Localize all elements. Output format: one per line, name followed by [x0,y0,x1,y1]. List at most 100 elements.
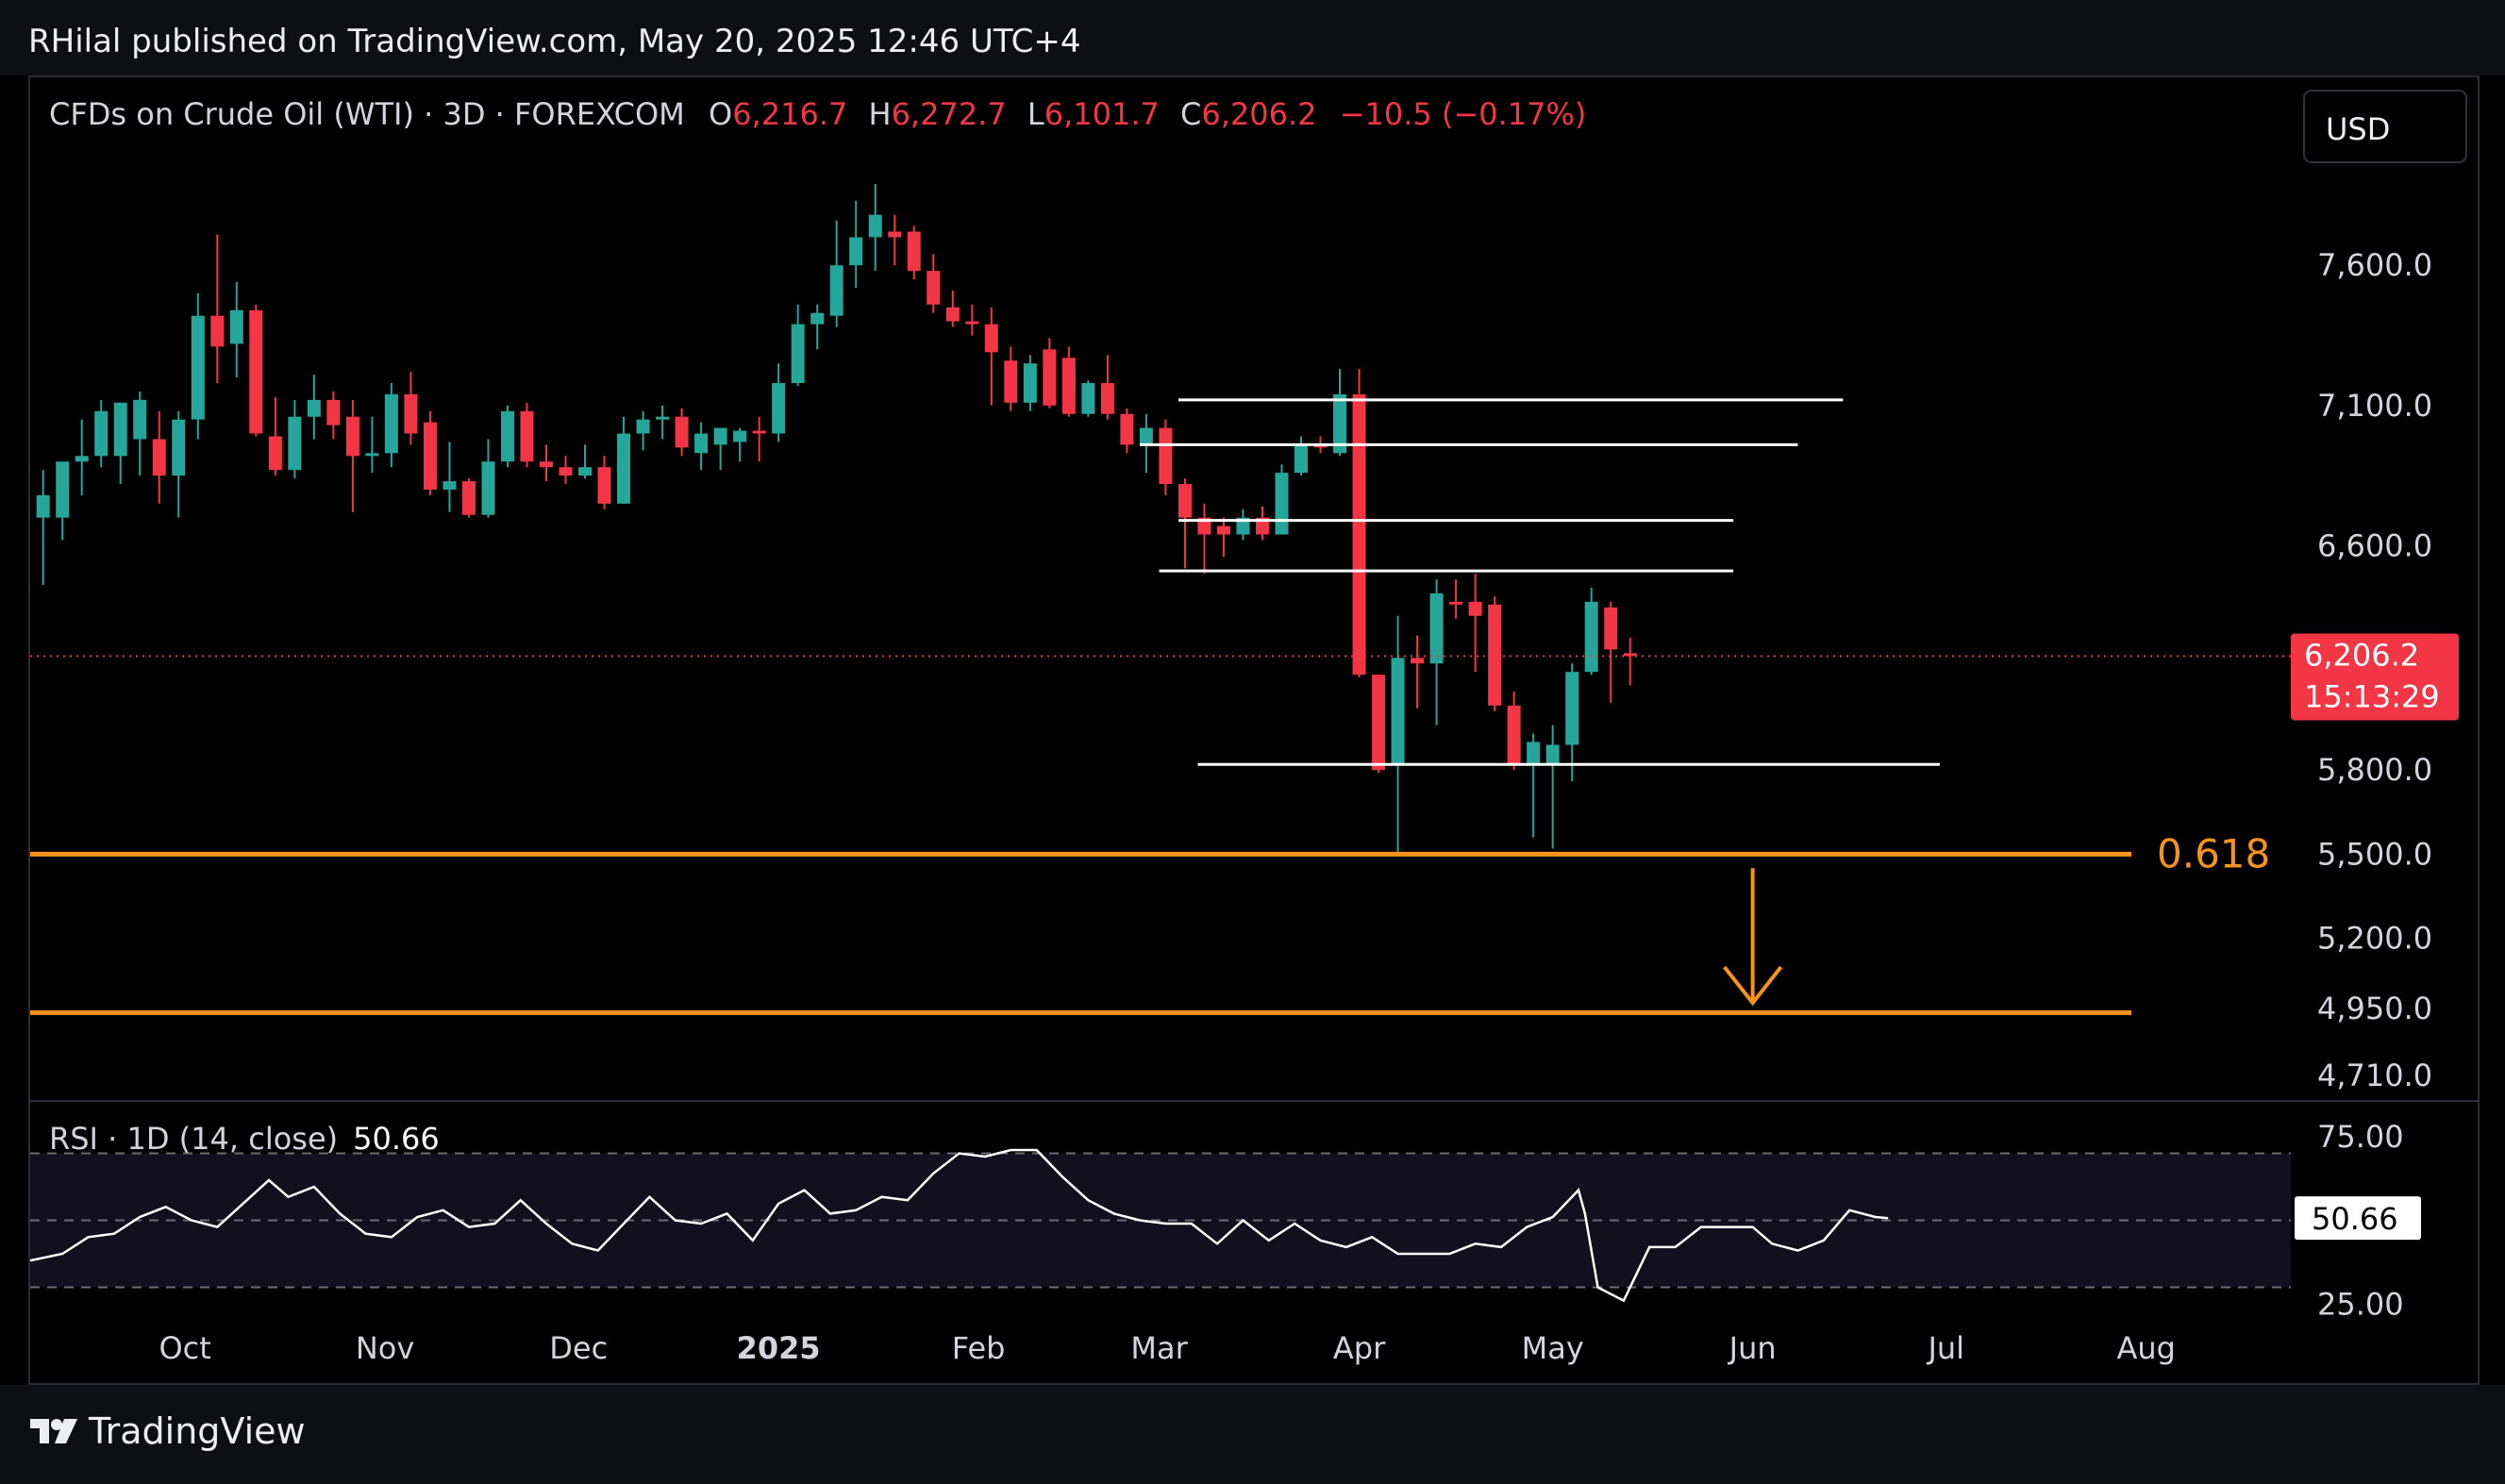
candle-body [326,399,341,425]
candle-body [56,461,70,518]
time-axis-label: Dec [549,1330,608,1366]
chart-frame: 7,600.0 7,100.0 6,600.0 5,800.0 5,500.0 5,200… [28,75,2480,1385]
rsi-axis-label: 25.00 [2317,1286,2404,1322]
candle-body [927,271,941,305]
candle-body [1527,742,1541,765]
price-axis-label: 5,200.0 [2317,921,2432,957]
candle-body [1004,360,1018,403]
candle-body [1100,383,1114,414]
low-value: 6,101.7 [1044,96,1160,132]
candle-body [1468,601,1482,616]
time-axis-label: Apr [1333,1330,1386,1366]
footer-bar [0,1385,2505,1484]
candle-body [307,399,321,417]
rsi-legend: RSI · 1D (14, close) 50.66 [49,1121,440,1157]
currency-button[interactable] [2303,90,2467,163]
rsi-value-tag-text: 50.66 [2312,1201,2398,1237]
candle-body [1604,607,1618,650]
publisher-line: RHilal published on TradingView.com, May… [28,23,1081,60]
last-price-value: 6,206.2 [2304,637,2419,673]
symbol-legend: CFDs on Crude Oil (WTI) · 3D · FOREXCOM [49,96,685,132]
candle-body [1545,744,1560,765]
candle-body [113,402,127,457]
time-axis-label: 2025 [737,1330,821,1366]
candle-body [172,419,186,476]
candle-body [404,393,418,434]
candle-body [520,410,534,462]
candle-body [384,393,398,454]
candle-body [597,467,611,504]
candle-body [1139,427,1153,445]
candle-body [75,456,89,462]
candle-body [1043,349,1057,406]
candle-body [1372,675,1386,771]
header-bar [0,0,2505,75]
drawings [30,398,2131,1015]
time-axis-label: Oct [159,1330,210,1366]
high-label: H [869,96,892,132]
candle-body [500,410,514,462]
tradingview-logo[interactable]: TradingView [28,1410,306,1452]
candle-body [345,416,359,457]
candle-body [423,422,437,490]
candle-body [1623,653,1637,657]
rsi-line [29,1148,1889,1303]
open-label: O [709,96,732,132]
candle-body [868,214,882,238]
candle-body [540,461,554,468]
price-axis-label: 5,800.0 [2317,752,2432,788]
rsi-legend-value: 50.66 [353,1121,440,1157]
candle-body [945,307,960,322]
time-axis: Oct Nov Dec 2025 Feb Mar Apr May Jun Jul Aug [159,1330,2176,1366]
candle-body [1216,525,1230,535]
time-axis-label: Feb [952,1330,1006,1366]
candle-body [36,494,50,518]
candle-body [733,430,747,442]
price-axis-label: 5,500.0 [2317,836,2432,872]
candle-body [1333,393,1347,454]
ohlc-legend: O6,216.7 H6,272.7 L6,101.7 C6,206.2 −10.… [709,96,1586,132]
candle-body [752,430,766,434]
candle-body [1429,592,1444,664]
rsi-panel [29,1148,2291,1303]
close-value: 6,206.2 [1201,96,1316,132]
candle-body [191,315,205,420]
last-price-countdown: 15:13:29 [2304,678,2440,714]
candle-body [229,309,243,344]
candle-body [1488,604,1502,706]
candle-body [152,439,166,476]
candle-body [1023,363,1037,403]
candle-body [94,410,109,457]
candle-body [656,416,670,420]
candle-body [1391,658,1405,765]
time-axis-label: Aug [2116,1330,2175,1366]
candle-body [810,312,825,325]
time-axis-label: Nov [356,1330,414,1366]
candle-body [1081,383,1095,414]
candle-body [1159,427,1173,485]
candle-body [481,461,495,515]
candle-body [888,231,902,238]
candle-body [772,383,786,434]
target-arrow-head [1723,965,1783,1007]
candle-body [1352,393,1366,675]
currency-label: USD [2326,111,2390,147]
fib-level-label: 0.618 [2157,830,2270,876]
candle-body [965,321,979,325]
candle-body [713,427,727,445]
candle-body [1411,658,1425,664]
candle-body [210,315,225,347]
low-label: L [1027,96,1044,132]
rsi-value-tag: 50.66 [2295,1196,2421,1241]
candle-body [907,231,921,272]
candle-body [1449,601,1463,605]
candle-body [268,436,282,471]
candle-body [559,467,573,476]
chart-canvas[interactable]: 7,600.0 7,100.0 6,600.0 5,800.0 5,500.0 5,200… [29,77,2478,1383]
candle-body [675,416,689,448]
open-value: 6,216.7 [732,96,847,132]
candle-body [365,453,379,457]
candle-body [1565,672,1579,745]
time-axis-label: Jun [1728,1330,1777,1366]
price-panel [30,183,2478,1102]
